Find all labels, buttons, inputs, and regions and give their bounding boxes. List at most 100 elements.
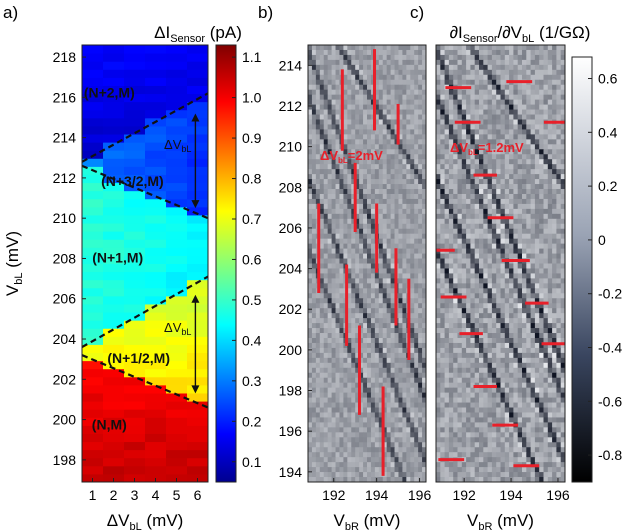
scan-pixel — [339, 59, 344, 66]
scan-pixel — [422, 243, 427, 250]
scan-pixel — [319, 382, 325, 389]
scan-pixel — [496, 154, 501, 160]
scan-pixel — [474, 347, 480, 354]
scan-pixel — [422, 288, 427, 294]
scan-pixel — [483, 164, 488, 170]
scan-pixel — [500, 89, 506, 96]
scan-pixel — [363, 84, 368, 91]
scan-pixel — [406, 273, 411, 279]
scan-pixel — [339, 382, 344, 389]
scan-pixel — [479, 124, 484, 130]
scan-pixel — [487, 184, 493, 190]
scan-pixel — [552, 179, 557, 185]
scan-pixel — [343, 417, 348, 423]
scan-pixel — [496, 228, 501, 235]
scan-pixel — [418, 174, 423, 180]
scan-pixel — [547, 94, 553, 101]
scan-pixel — [539, 154, 544, 160]
scan-pixel — [496, 318, 501, 324]
scan-pixel — [448, 243, 454, 250]
scan-pixel — [530, 347, 536, 354]
scan-pixel — [414, 372, 419, 379]
scan-pixel — [386, 198, 391, 205]
scan-pixel — [522, 54, 527, 61]
scan-pixel — [526, 323, 531, 329]
scan-pixel — [448, 298, 454, 304]
scan-pixel — [500, 357, 506, 364]
scan-pixel — [410, 59, 415, 66]
scan-pixel — [436, 174, 441, 180]
scan-pixel — [398, 417, 403, 423]
scan-pixel — [331, 179, 336, 185]
scan-pixel — [351, 104, 356, 110]
scan-pixel — [461, 139, 467, 145]
heatmap-cell — [103, 303, 125, 313]
scan-pixel — [402, 357, 407, 364]
scan-pixel — [355, 134, 360, 140]
scan-pixel — [311, 377, 317, 384]
arrow-label: ΔVbL — [164, 137, 191, 154]
scan-pixel — [378, 193, 384, 200]
scan-pixel — [547, 243, 553, 250]
scan-pixel — [526, 228, 531, 235]
scan-pixel — [355, 119, 360, 125]
scan-pixel — [311, 442, 317, 448]
scan-pixel — [386, 337, 391, 344]
heatmap-cell — [124, 457, 146, 467]
scan-pixel — [339, 198, 344, 205]
scan-pixel — [530, 159, 536, 165]
scan-pixel — [370, 472, 376, 478]
scan-pixel — [479, 333, 484, 339]
scan-pixel — [517, 134, 523, 140]
scan-pixel — [479, 233, 484, 240]
scan-pixel — [363, 154, 368, 160]
scan-pixel — [382, 278, 388, 284]
scan-pixel — [363, 392, 368, 398]
scan-pixel — [483, 169, 488, 175]
scan-pixel — [461, 278, 467, 284]
scan-pixel — [504, 303, 510, 309]
scan-pixel — [526, 154, 531, 160]
scan-pixel — [496, 84, 501, 91]
scan-pixel — [414, 452, 419, 458]
scan-pixel — [410, 397, 415, 403]
scan-pixel — [311, 273, 317, 279]
scan-pixel — [315, 193, 321, 200]
scan-pixel — [370, 248, 376, 254]
scan-pixel — [470, 189, 476, 195]
scan-pixel — [323, 333, 329, 339]
scan-pixel — [351, 84, 356, 91]
scan-pixel — [453, 89, 458, 96]
heatmap-cell — [124, 344, 146, 354]
scan-pixel — [315, 154, 321, 160]
scan-pixel — [359, 392, 364, 398]
scan-pixel — [547, 248, 553, 254]
scan-pixel — [556, 159, 562, 165]
scan-pixel — [327, 174, 332, 180]
scan-pixel — [363, 352, 368, 359]
scan-pixel — [311, 45, 317, 51]
scan-pixel — [382, 392, 388, 398]
heatmap-cell — [145, 328, 167, 337]
scan-pixel — [319, 99, 325, 105]
scan-pixel — [556, 308, 562, 314]
scan-pixel — [355, 74, 360, 81]
scan-pixel — [347, 213, 352, 220]
scan-pixel — [436, 164, 441, 170]
scan-pixel — [331, 313, 336, 319]
scan-pixel — [343, 238, 348, 245]
scan-pixel — [448, 99, 454, 105]
scan-pixel — [331, 467, 336, 473]
scan-pixel — [444, 129, 450, 135]
scan-pixel — [315, 94, 321, 101]
scan-pixel — [534, 189, 540, 195]
scan-pixel — [327, 64, 332, 71]
scan-pixel — [406, 139, 411, 145]
scan-pixel — [335, 397, 340, 403]
scan-pixel — [323, 124, 329, 130]
heatmap-cell — [82, 231, 104, 240]
heatmap-cell — [103, 336, 125, 345]
scan-pixel — [323, 144, 329, 150]
scan-pixel — [394, 193, 399, 200]
scan-pixel — [440, 357, 445, 364]
